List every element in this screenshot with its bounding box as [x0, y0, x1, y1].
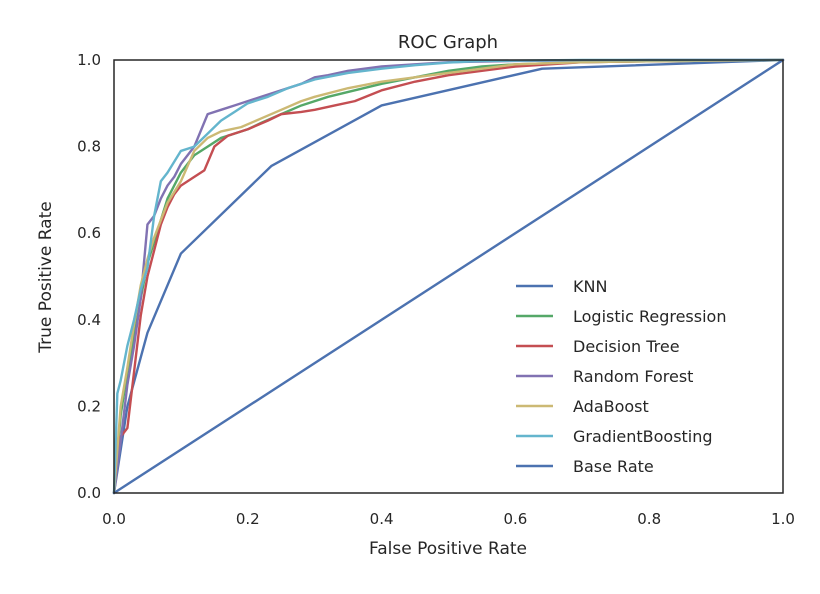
legend-label: Logistic Regression: [573, 307, 726, 326]
plot-frame: [113, 59, 784, 494]
series-layer: [112, 58, 785, 495]
x-tick-label: 0.4: [370, 510, 394, 528]
x-axis-label: False Positive Rate: [369, 539, 527, 559]
chart-title: ROC Graph: [398, 32, 498, 53]
x-tick-label: 0.0: [102, 510, 126, 528]
y-tick-label: 0.8: [77, 138, 101, 156]
y-tick-label: 1.0: [77, 51, 101, 69]
legend-label: Base Rate: [573, 457, 654, 476]
x-tick-label: 0.6: [503, 510, 527, 528]
x-tick-label: 1.0: [771, 510, 795, 528]
series-line-adaboost: [112, 58, 785, 495]
legend-item: Base Rate: [516, 457, 654, 476]
legend-item: AdaBoost: [516, 397, 649, 416]
legend-label: AdaBoost: [573, 397, 649, 416]
y-axis-label: True Positive Rate: [36, 201, 56, 353]
legend-item: Decision Tree: [516, 337, 680, 356]
y-tick-label: 0.6: [77, 224, 101, 242]
y-tick-label: 0.0: [77, 484, 101, 502]
y-tick-labels: 0.0 0.2 0.4 0.6 0.8 1.0: [77, 51, 101, 502]
legend-item: KNN: [516, 277, 607, 296]
series-line-random-forest: [112, 58, 785, 495]
x-tick-label: 0.8: [637, 510, 661, 528]
legend-label: Random Forest: [573, 367, 693, 386]
x-tick-label: 0.2: [236, 510, 260, 528]
legend-item: GradientBoosting: [516, 427, 713, 446]
legend: KNN Logistic Regression Decision Tree Rando…: [516, 277, 726, 476]
y-tick-label: 0.4: [77, 311, 101, 329]
series-line-decision-tree: [112, 58, 785, 495]
legend-item: Random Forest: [516, 367, 693, 386]
legend-label: GradientBoosting: [573, 427, 713, 446]
series-line-base-rate: [112, 58, 785, 495]
legend-item: Logistic Regression: [516, 307, 726, 326]
x-tick-labels: 0.0 0.2 0.4 0.6 0.8 1.0: [102, 510, 795, 528]
y-tick-label: 0.2: [77, 397, 101, 415]
legend-label: Decision Tree: [573, 337, 680, 356]
legend-label: KNN: [573, 277, 607, 296]
series-line-gradientboosting: [112, 58, 785, 495]
